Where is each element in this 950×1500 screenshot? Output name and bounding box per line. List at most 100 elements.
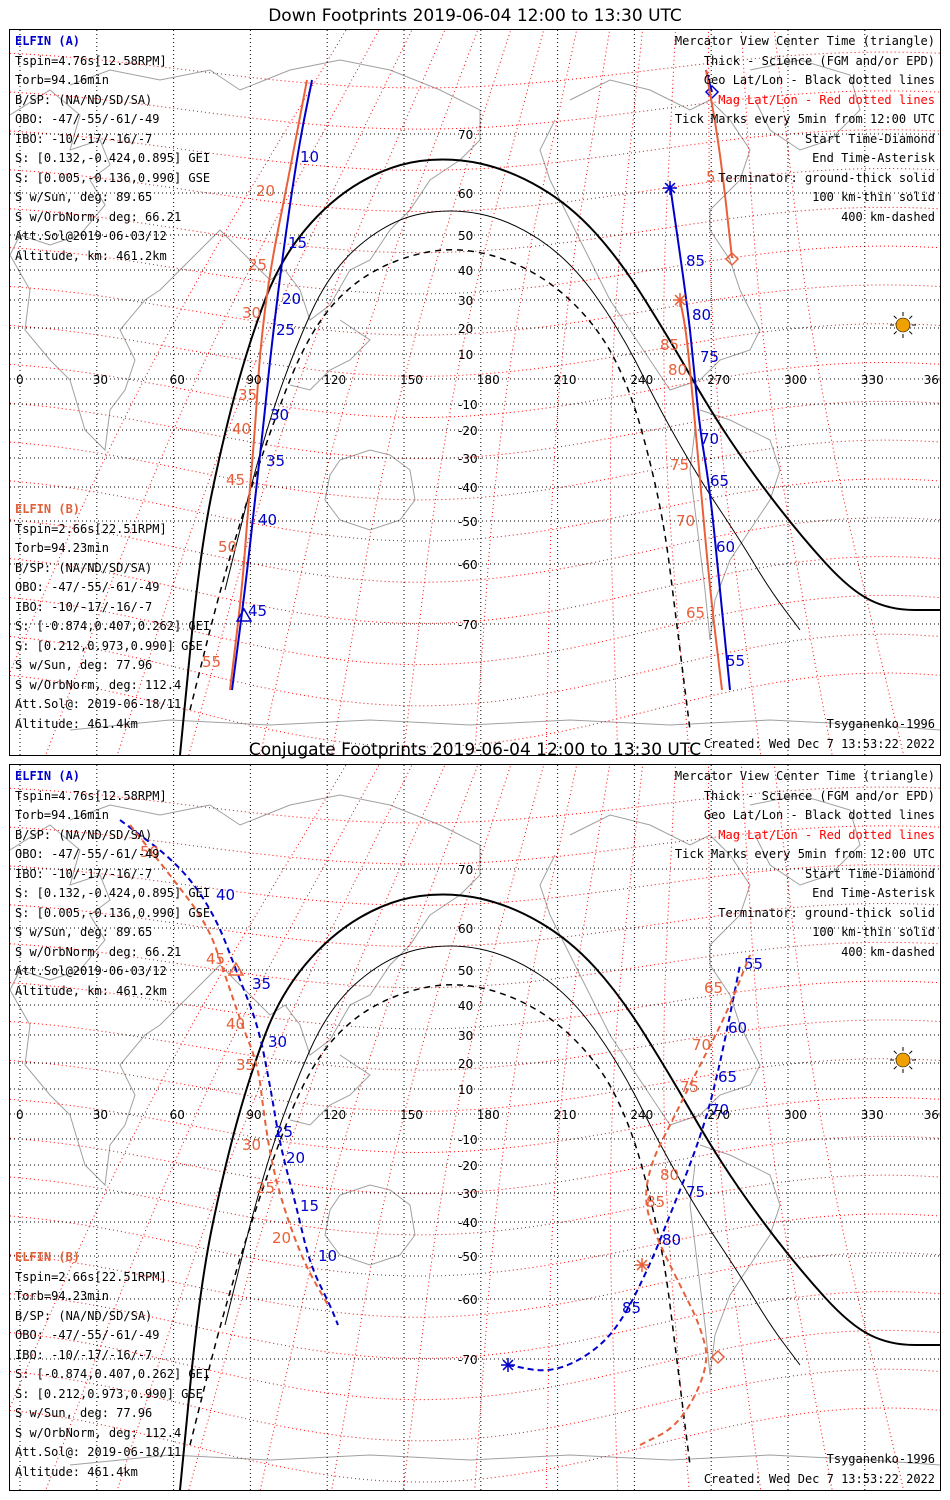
mag-meridian <box>474 765 578 1490</box>
coastline <box>289 1054 371 1126</box>
legend-item: End Time-Asterisk <box>812 151 935 165</box>
track-tick-label: 80 <box>660 1166 679 1184</box>
track-tick-label: 85 <box>646 1193 665 1211</box>
track-tick-label: 40 <box>258 511 277 529</box>
lon-tick-label: 210 <box>554 373 577 387</box>
lon-tick-label: 300 <box>784 373 807 387</box>
mag-meridian <box>609 765 644 1490</box>
lon-tick-label: 180 <box>477 1108 500 1122</box>
track-tick-label: 50 <box>140 843 159 861</box>
elfin-b-line: Att.Sol@: 2019-06-18/11 <box>15 1445 182 1459</box>
elfin-a-line: S: [0.005,-0.136,0.990] GSE <box>15 170 211 185</box>
mag-parallel <box>10 1097 940 1153</box>
lat-tick-label: 50 <box>458 964 473 978</box>
elfin-a-line: Torb=94.16min <box>15 808 109 822</box>
elfin-a-track <box>119 819 339 1326</box>
track-tick-label: 85 <box>622 1299 641 1317</box>
terminator-100km <box>224 945 801 1366</box>
lat-tick-label: 70 <box>458 863 473 877</box>
mag-parallel <box>10 1135 940 1195</box>
mag-meridian <box>188 30 446 755</box>
track-tick-label: 85 <box>686 252 705 270</box>
lat-tick-label: 20 <box>458 322 473 336</box>
track-tick-label: 20 <box>282 290 301 308</box>
track-tick-label: 80 <box>662 1231 681 1249</box>
mag-parallel <box>10 400 940 460</box>
elfin-b-header: ELFIN (B) <box>15 502 81 516</box>
lat-tick-label: 10 <box>458 348 473 362</box>
created-timestamp: Created: Wed Dec 7 13:53:22 2022 <box>703 1472 935 1486</box>
sun-disk <box>895 317 911 333</box>
elfin-a-header: ELFIN (A) <box>15 34 81 48</box>
track-tick-label: 65 <box>704 979 723 997</box>
sun-icon <box>890 1047 916 1073</box>
map-legend: Mercator View Center Time (triangle) Thi… <box>675 32 935 227</box>
lat-tick-label: -70 <box>458 1353 478 1367</box>
mag-meridian <box>663 30 690 755</box>
lat-tick-label: -20 <box>458 424 478 438</box>
lon-tick-label: 270 <box>707 1108 730 1122</box>
elfin-a-line: Altitude, km: 461.2km <box>15 983 167 998</box>
mag-parallel <box>10 825 940 865</box>
elfin-b-track-2 <box>679 299 723 691</box>
lat-tick-label: 30 <box>458 294 473 308</box>
elfin-b-line: Att.Sol@: 2019-06-18/11 <box>15 697 182 711</box>
elfin-b-line: S: [0.212,0.973,0.990] GSE <box>15 638 203 653</box>
mag-meridian <box>116 765 413 1490</box>
mag-meridian <box>259 30 479 755</box>
elfin-b-line: Tspin=2.66s[22.51RPM] <box>15 521 167 536</box>
elfin-b-line: B/SP: (NA/ND/SD/SA) <box>15 560 153 575</box>
lon-tick-label: 90 <box>246 373 261 387</box>
lat-tick-label: -10 <box>458 1133 478 1147</box>
track-tick-label: 75 <box>686 1183 705 1201</box>
track-tick-label: 50 <box>218 538 237 556</box>
elfin-a-line: B/SP: (NA/ND/SD/SA) <box>15 92 153 107</box>
track-tick-label: 55 <box>726 652 745 670</box>
lon-tick-label: 300 <box>784 1108 807 1122</box>
elfin-a-line: Att.Sol@2019-06-03/12 <box>15 229 167 243</box>
track-tick-label: 25 <box>274 1123 293 1141</box>
elfin-b-line: S w/OrbNorm, deg: 112.4 <box>15 677 182 692</box>
end-asterisk <box>636 1259 648 1271</box>
mag-meridian <box>10 30 347 674</box>
mag-meridian <box>45 765 380 1490</box>
sun-ray <box>893 1066 897 1070</box>
elfin-a-line: OBO: -47/-55/-61/-49 <box>15 847 160 861</box>
track-tick-label: 30 <box>268 1033 287 1051</box>
terminator-curves <box>179 893 940 1490</box>
lat-tick-label: -10 <box>458 398 478 412</box>
track-tick-label: 65 <box>718 1068 737 1086</box>
mag-parallel <box>10 90 940 130</box>
mag-meridian <box>609 30 644 755</box>
track-tick-label: 25 <box>248 256 267 274</box>
elfin-b-header: ELFIN (B) <box>15 1250 81 1264</box>
footprint-tracks: 40 35 30 25 20 15 10 50 45 40 35 30 25 20 55 60 65 70 75 80… <box>119 819 763 1446</box>
elfin-b-line: OBO: -47/-55/-61/-49 <box>15 1328 160 1342</box>
track-tick-label: 10 <box>318 1247 337 1265</box>
legend-item: 100 km-thin solid <box>812 925 935 939</box>
mag-parallel <box>10 633 940 707</box>
elfin-b-line: IBO: -10/-17/-16/-7 <box>15 1347 153 1362</box>
lat-tick-label: 10 <box>458 1083 473 1097</box>
track-tick-label: 45 <box>206 950 225 968</box>
coastline <box>749 59 861 151</box>
lat-tick-label: 20 <box>458 1057 473 1071</box>
lat-tick-label: 30 <box>458 1029 473 1043</box>
elfin-a-line: S w/OrbNorm, deg: 66.21 <box>15 944 182 959</box>
lon-tick-label: 30 <box>93 1108 108 1122</box>
lat-tick-label: 40 <box>458 999 473 1013</box>
coastline <box>289 319 371 391</box>
end-asterisk <box>502 1359 514 1371</box>
track-tick-label: 35 <box>252 975 271 993</box>
mag-meridian <box>773 30 905 755</box>
mag-meridian <box>402 765 545 1490</box>
axis-tick-labels: 0 30 60 90 120 150 180 210 240 270 300 330 360 70 60 50… <box>16 863 940 1367</box>
legend-item: Thick - Science (FGM and/or EPD) <box>703 53 935 68</box>
legend-item: Tick Marks every 5min from 12:00 UTC <box>674 847 935 861</box>
created-timestamp: Created: Wed Dec 7 13:53:22 2022 <box>703 737 935 751</box>
track-tick-label: 20 <box>286 1149 305 1167</box>
track-tick-label: 10 <box>300 148 319 166</box>
track-tick-label: 65 <box>686 604 705 622</box>
start-diamond <box>724 251 740 267</box>
track-tick-label: 70 <box>700 430 719 448</box>
